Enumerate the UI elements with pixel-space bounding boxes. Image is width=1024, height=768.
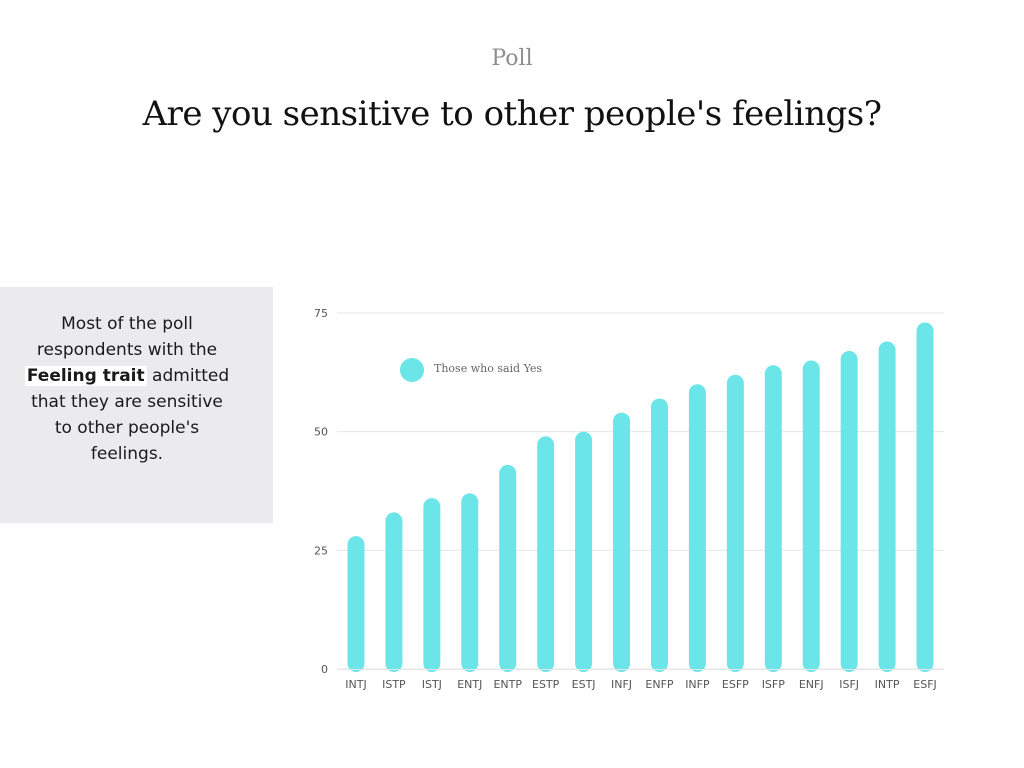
x-tick-label: ESTJ	[572, 678, 596, 691]
page-title: Are you sensitive to other people's feel…	[142, 94, 882, 134]
x-tick-label: ESTP	[532, 678, 560, 691]
bar	[840, 350, 858, 672]
bar	[878, 341, 896, 672]
bar	[385, 512, 403, 672]
x-tick-label: ENFP	[645, 678, 674, 691]
x-tick-label: ENTJ	[457, 678, 482, 691]
x-tick-label: ENFJ	[799, 678, 824, 691]
x-tick-label: ENTP	[493, 678, 522, 691]
bar	[802, 360, 820, 672]
y-tick-label: 25	[314, 544, 328, 557]
note-panel: Most of the poll respondents with the Fe…	[0, 287, 273, 523]
note-text-before: Most of the poll respondents with the	[36, 314, 218, 360]
bar	[537, 436, 555, 672]
x-tick-label: ISTP	[382, 678, 406, 691]
bar-chart: 0 25 50 75 INTJ ISTP ISTJ ENTJ ENTP ESTP ESTJ INFJ E…	[314, 307, 944, 691]
legend-swatch	[400, 358, 424, 382]
bar	[650, 398, 668, 672]
y-tick-label: 75	[314, 307, 328, 320]
note-highlight: Feeling trait	[24, 366, 147, 386]
note-text: Most of the poll respondents with the Fe…	[22, 311, 232, 467]
bar	[423, 498, 441, 672]
x-tick-label: INTP	[875, 678, 900, 691]
note-text-after: admitted that they are sensitive to othe…	[31, 366, 230, 464]
bar	[726, 374, 744, 672]
bar	[461, 493, 479, 672]
bar	[613, 412, 631, 672]
y-tick-label: 50	[314, 426, 328, 439]
x-tick-label: ISTJ	[422, 678, 442, 691]
poll-label: Poll	[491, 46, 533, 71]
x-tick-label: ESFP	[722, 678, 749, 691]
bar	[688, 384, 706, 672]
y-tick-label: 0	[321, 663, 328, 676]
x-tick-label: INFP	[685, 678, 710, 691]
x-tick-label: INTJ	[345, 678, 366, 691]
bar	[764, 365, 782, 672]
legend-label: Those who said Yes	[434, 362, 543, 375]
x-tick-label: ISFJ	[839, 678, 859, 691]
x-tick-label: INFJ	[611, 678, 632, 691]
bar	[499, 464, 517, 672]
x-tick-label: ISFP	[762, 678, 786, 691]
x-tick-label: ESFJ	[913, 678, 937, 691]
bar	[347, 536, 365, 672]
bar	[916, 322, 934, 672]
bar	[575, 431, 593, 672]
